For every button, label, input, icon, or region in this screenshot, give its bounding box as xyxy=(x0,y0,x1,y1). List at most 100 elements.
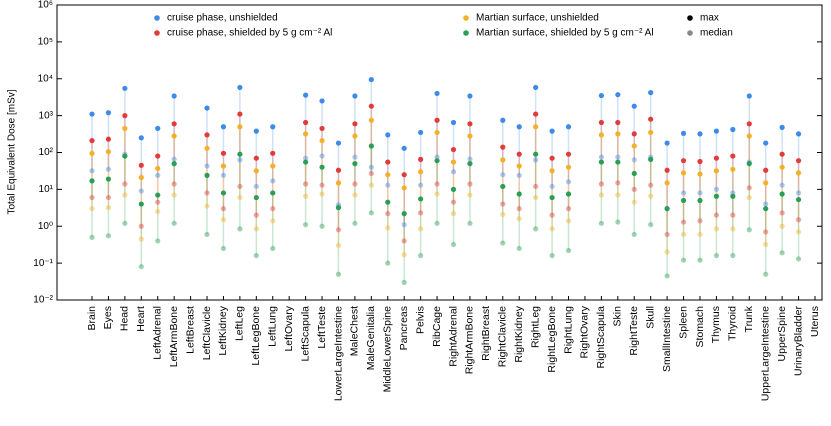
median-dot xyxy=(500,201,506,207)
max-dot xyxy=(795,131,802,137)
median-dot xyxy=(352,220,358,226)
max-dot xyxy=(450,119,457,126)
median-dot xyxy=(352,154,358,160)
y-tick-label: 10² xyxy=(39,147,54,158)
x-tick-label: MaleGenitalia xyxy=(365,306,377,370)
x-tick-label: Uterus xyxy=(809,306,821,337)
median-dot xyxy=(533,194,539,201)
max-dot xyxy=(730,166,736,172)
max-dot xyxy=(516,163,522,169)
max-dot xyxy=(680,130,687,136)
median-dot xyxy=(401,252,407,258)
max-dot xyxy=(615,119,621,126)
max-dot xyxy=(450,186,457,192)
median-dot xyxy=(450,199,457,205)
max-dot xyxy=(648,90,654,96)
max-dot xyxy=(138,201,144,207)
median-dot xyxy=(565,206,572,212)
median-dot xyxy=(220,245,227,252)
median-dot xyxy=(220,172,227,178)
max-dot xyxy=(615,92,621,98)
median-dot xyxy=(204,203,210,209)
median-dot xyxy=(697,190,703,196)
max-dot xyxy=(418,129,424,136)
median-dot xyxy=(549,226,555,232)
median-dot xyxy=(697,218,703,224)
max-dot xyxy=(598,132,604,138)
max-dot xyxy=(204,172,210,178)
median-dot xyxy=(598,181,604,187)
max-dot xyxy=(105,136,112,142)
max-dot xyxy=(89,138,95,144)
median-dot xyxy=(385,225,391,231)
median-dot xyxy=(467,220,473,226)
median-dot xyxy=(565,247,572,254)
median-dot xyxy=(319,182,325,188)
max-dot xyxy=(631,103,637,109)
median-dot xyxy=(713,212,720,218)
y-tick-label: 10¹ xyxy=(39,184,54,195)
max-dot xyxy=(237,84,243,91)
legend-marker xyxy=(687,30,693,36)
median-dot xyxy=(204,190,210,196)
max-dot xyxy=(303,92,309,98)
max-dot xyxy=(664,167,670,173)
max-dot xyxy=(105,110,112,116)
y-axis-label: Total Equivalent Dose [mSv] xyxy=(7,89,18,214)
max-dot xyxy=(434,117,440,123)
max-dot xyxy=(697,131,703,137)
median-dot xyxy=(270,178,276,184)
legend-label: cruise phase, unshielded xyxy=(167,13,278,24)
max-dot xyxy=(253,128,259,134)
max-dot xyxy=(368,143,374,149)
median-dot xyxy=(368,164,374,170)
max-dot xyxy=(220,124,227,130)
median-dot xyxy=(680,219,687,225)
y-tick-label: 10⁵ xyxy=(38,37,53,48)
max-dot xyxy=(549,168,555,174)
max-dot xyxy=(549,155,555,161)
max-dot xyxy=(467,161,473,167)
x-tick-label: Skull xyxy=(644,306,656,329)
max-dot xyxy=(335,180,342,186)
median-dot xyxy=(89,194,95,201)
median-dot xyxy=(746,185,752,191)
max-dot xyxy=(516,191,522,197)
max-dot xyxy=(418,169,424,175)
max-dot xyxy=(253,194,259,201)
x-tick-label: UpperSpine xyxy=(776,306,788,362)
x-tick-label: LeftClavicle xyxy=(201,306,213,360)
max-dot xyxy=(352,121,358,127)
median-dot xyxy=(122,181,128,187)
max-dot xyxy=(434,129,440,136)
median-dot xyxy=(779,182,785,188)
median-dot xyxy=(368,170,374,177)
median-dot xyxy=(105,194,112,201)
max-dot xyxy=(319,138,325,144)
legend-label: Martian surface, unshielded xyxy=(476,13,599,24)
median-dot xyxy=(418,252,424,259)
max-dot xyxy=(763,167,769,173)
max-dot xyxy=(779,191,785,197)
median-dot xyxy=(89,168,95,174)
median-dot xyxy=(664,231,670,238)
max-dot xyxy=(549,128,555,134)
median-dot xyxy=(795,217,802,223)
max-dot xyxy=(680,170,687,176)
median-dot xyxy=(615,180,621,186)
max-dot xyxy=(138,174,144,181)
max-dot xyxy=(467,93,473,99)
max-dot xyxy=(565,191,572,197)
plot-frame xyxy=(56,4,823,301)
median-dot xyxy=(763,271,769,277)
max-dot xyxy=(746,133,752,139)
max-dot xyxy=(631,131,637,137)
max-dot xyxy=(434,90,440,97)
x-tick-label: MiddleLowerSpine xyxy=(382,306,394,393)
max-dot xyxy=(730,193,736,199)
legend-marker xyxy=(687,15,693,21)
max-dot xyxy=(270,150,276,156)
median-dot xyxy=(171,181,177,187)
median-dot xyxy=(155,238,161,244)
